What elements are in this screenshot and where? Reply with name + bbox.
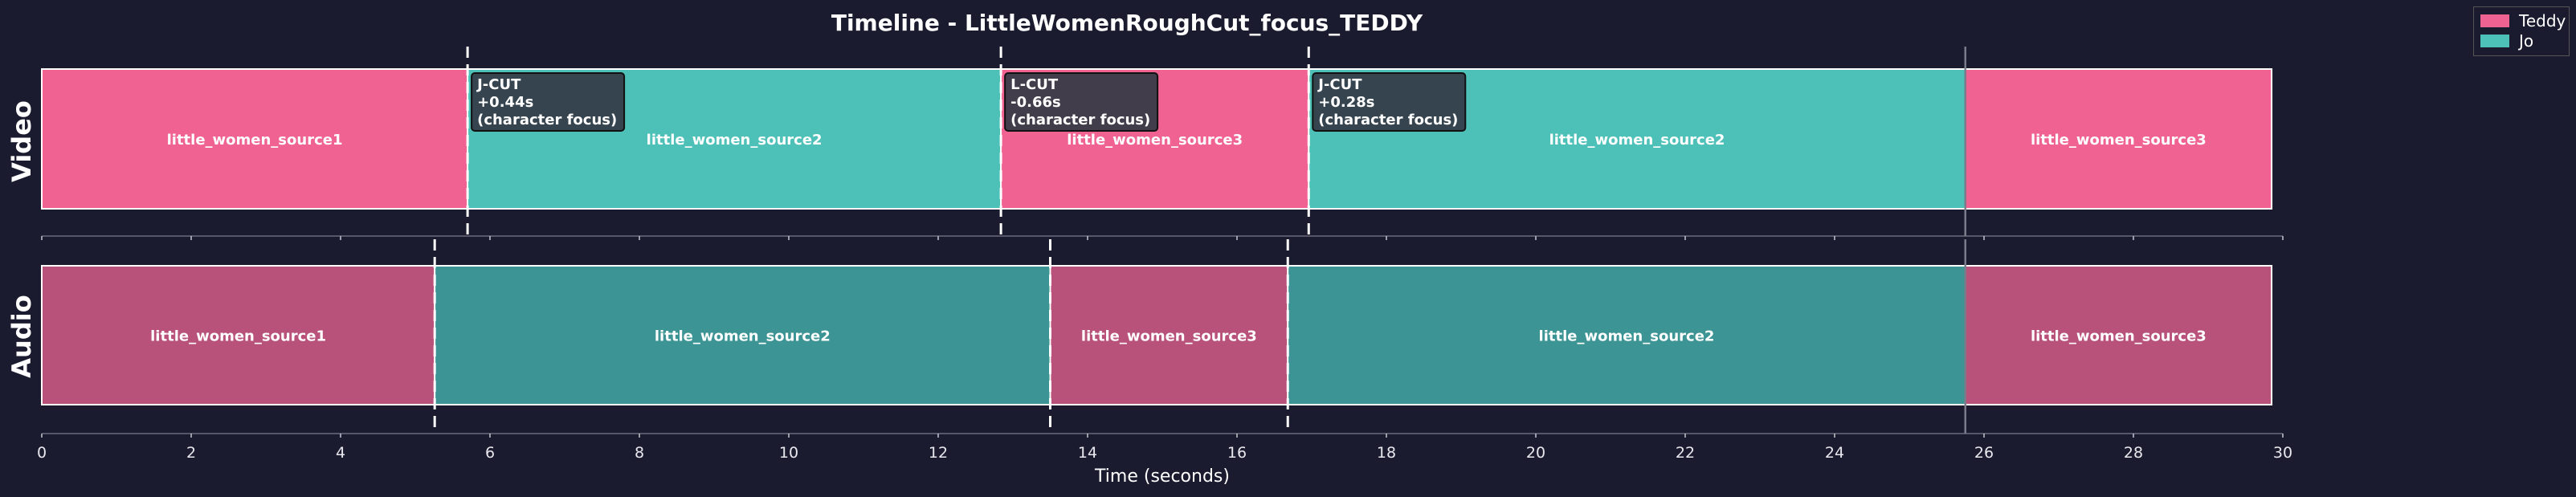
legend: Teddy Jo: [2473, 6, 2570, 56]
clip-label: little_women_source2: [1539, 328, 1715, 345]
x-tick-label: 12: [929, 444, 948, 462]
cut-annotation-2: L-CUT-0.66s(character focus): [1004, 72, 1159, 132]
legend-swatch-jo: [2480, 35, 2509, 47]
x-tick-label: 6: [485, 444, 495, 462]
cut-annotation-line: -0.66s: [1010, 94, 1061, 111]
cut-annotation-line: J-CUT: [1317, 76, 1362, 93]
x-tick-label: 16: [1227, 444, 1247, 462]
clip-video-5: little_women_source3: [1964, 68, 2273, 210]
x-tick-label: 18: [1377, 444, 1396, 462]
x-tick-label: 28: [2124, 444, 2143, 462]
cut-annotation-line: L-CUT: [1010, 76, 1059, 93]
x-tick-label: 4: [336, 444, 345, 462]
x-tick-label: 2: [186, 444, 196, 462]
legend-item-teddy: Teddy: [2480, 11, 2566, 31]
cut-annotation-1: J-CUT+0.44s(character focus): [471, 72, 626, 132]
x-axis-label: Time (seconds): [1094, 466, 1230, 487]
clip-audio-4: little_women_source2: [1287, 265, 1966, 405]
x-tick-label: 30: [2273, 444, 2292, 462]
clip-label: little_women_source2: [655, 328, 831, 345]
clip-label: little_women_source1: [150, 328, 326, 345]
legend-label-teddy: Teddy: [2519, 11, 2566, 31]
x-axis-ticks: 0 2 4 6 8 10 12 14 16 18 20 22 24 26 28 30: [37, 444, 2292, 462]
clip-bar: [434, 265, 1051, 405]
cut-annotation-line: (character focus): [477, 112, 617, 128]
x-tick-label: 0: [37, 444, 47, 462]
legend-item-jo: Jo: [2480, 31, 2534, 51]
tracks-layer: little_women_source1 little_women_source2…: [6, 47, 2284, 438]
cut-annotation-line: +0.28s: [1318, 94, 1374, 111]
clip-video-1: little_women_source1: [41, 68, 469, 210]
clip-label: little_women_source3: [1067, 132, 1243, 149]
legend-swatch-teddy: [2480, 14, 2509, 27]
track-label-audio: Audio: [6, 295, 37, 377]
clip-bar: [41, 68, 469, 210]
cut-annotation-line: +0.44s: [477, 94, 533, 111]
x-tick-label: 8: [635, 444, 644, 462]
x-tick-label: 10: [779, 444, 798, 462]
clip-label: little_women_source2: [647, 132, 823, 149]
cut-annotation-line: (character focus): [1010, 112, 1150, 128]
cut-annotation-line: (character focus): [1318, 112, 1458, 128]
track-label-video: Video: [6, 100, 37, 182]
clip-label: little_women_source3: [1081, 328, 1257, 345]
clip-bar: [1964, 68, 2273, 210]
clip-label: little_women_source2: [1549, 132, 1725, 149]
chart-title: Timeline - LittleWomenRoughCut_focus_TED…: [831, 10, 1423, 36]
clip-audio-1: little_women_source1: [41, 265, 436, 405]
cut-annotation-3: J-CUT+0.28s(character focus): [1312, 72, 1467, 132]
clip-bar: [1287, 265, 1966, 405]
x-tick-label: 22: [1676, 444, 1695, 462]
clip-audio-5: little_women_source3: [1964, 265, 2273, 405]
track-video: little_women_source1 little_women_source2…: [6, 47, 2284, 240]
cut-annotation-box: [1312, 72, 1467, 132]
clip-label: little_women_source1: [167, 132, 343, 149]
clip-bar: [41, 265, 436, 405]
x-tick-label: 14: [1078, 444, 1097, 462]
clip-label: little_women_source3: [2031, 132, 2207, 149]
cut-annotation-line: J-CUT: [476, 76, 521, 93]
track-audio: little_women_source1 little_women_source2…: [6, 239, 2284, 438]
x-tick-label: 24: [1825, 444, 1844, 462]
x-tick-label: 20: [1526, 444, 1545, 462]
clip-label: little_women_source3: [2031, 328, 2207, 345]
legend-label-jo: Jo: [2519, 31, 2534, 51]
x-tick-label: 26: [1974, 444, 1994, 462]
clip-audio-2: little_women_source2: [434, 265, 1051, 405]
clip-bar: [1964, 265, 2273, 405]
clip-audio-3: little_women_source3: [1049, 265, 1289, 405]
cut-annotation-box: [1004, 72, 1159, 132]
cut-annotation-box: [471, 72, 626, 132]
